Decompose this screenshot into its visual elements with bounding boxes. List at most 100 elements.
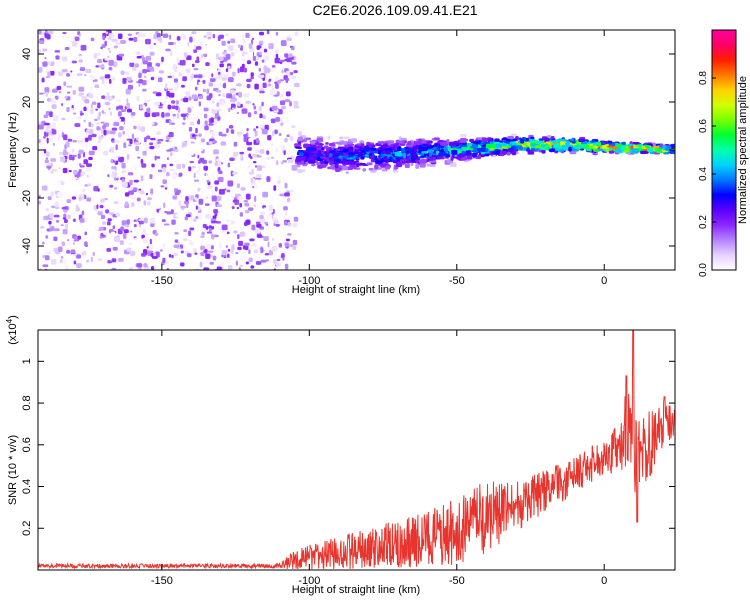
- heatmap-cell: [95, 122, 100, 125]
- heatmap-cell: [72, 241, 75, 246]
- heatmap-cell: [288, 53, 293, 58]
- heatmap-cell: [183, 238, 188, 242]
- heatmap-cell: [165, 167, 170, 173]
- heatmap-cell: [196, 56, 200, 61]
- heatmap-cell: [206, 95, 212, 101]
- heatmap-cell: [298, 131, 302, 136]
- heatmap-cell: [266, 30, 270, 35]
- heatmap-cell: [190, 141, 195, 144]
- heatmap-cell: [84, 74, 87, 77]
- heatmap-cell: [465, 150, 472, 155]
- heatmap-cell: [202, 88, 207, 93]
- heatmap-cell: [92, 79, 96, 83]
- heatmap-cell: [221, 262, 224, 267]
- heatmap-cell: [245, 101, 252, 104]
- heatmap-cell: [149, 146, 155, 150]
- heatmap-cell: [100, 214, 106, 220]
- heatmap-cell: [195, 46, 202, 50]
- heatmap-cell: [112, 139, 115, 143]
- heatmap-cell: [194, 135, 197, 140]
- heatmap-cell: [359, 140, 364, 144]
- heatmap-cell: [189, 195, 195, 201]
- heatmap-cell: [420, 158, 427, 164]
- heatmap-cell: [230, 220, 235, 225]
- heatmap-cell: [314, 142, 321, 145]
- heatmap-cell: [319, 161, 325, 165]
- heatmap-cell: [88, 150, 95, 156]
- heatmap-cell: [52, 142, 55, 146]
- heatmap-cell: [309, 154, 314, 159]
- heatmap-cell: [221, 224, 228, 231]
- heatmap-cell: [157, 169, 163, 173]
- heatmap-cell: [218, 74, 223, 80]
- heatmap-cell: [150, 138, 156, 141]
- heatmap-cell: [354, 148, 360, 153]
- heatmap-cell: [165, 48, 171, 52]
- heatmap-cell: [210, 245, 215, 250]
- heatmap-cell: [178, 72, 182, 77]
- heatmap-cell: [206, 88, 210, 95]
- heatmap-cell: [383, 156, 388, 161]
- heatmap-cell: [561, 144, 568, 149]
- heatmap-cell: [57, 71, 64, 76]
- heatmap-cell: [50, 170, 54, 174]
- heatmap-cell: [211, 100, 215, 104]
- heatmap-cell: [101, 95, 106, 99]
- heatmap-cell: [221, 93, 226, 98]
- heatmap-cell: [597, 148, 604, 152]
- heatmap-cell: [151, 127, 158, 133]
- heatmap-cell: [186, 253, 192, 258]
- heatmap-cell: [473, 141, 481, 144]
- heatmap-cell: [45, 68, 49, 73]
- heatmap-cell: [48, 251, 52, 254]
- heatmap-cell: [217, 176, 224, 182]
- heatmap-cell: [45, 235, 49, 239]
- y-tick-label: 1: [21, 358, 33, 364]
- heatmap-cell: [110, 231, 116, 238]
- heatmap-cell: [280, 122, 284, 127]
- heatmap-cell: [231, 195, 235, 198]
- heatmap-cell: [107, 218, 112, 222]
- heatmap-x-label: Height of straight line (km): [292, 284, 420, 296]
- heatmap-cell: [279, 100, 286, 106]
- heatmap-cell: [78, 163, 82, 166]
- heatmap-cell: [145, 38, 151, 45]
- heatmap-cell: [271, 85, 275, 90]
- heatmap-cell: [118, 132, 122, 138]
- heatmap-cell: [402, 154, 407, 159]
- heatmap-cell: [364, 154, 368, 157]
- heatmap-cell: [380, 144, 386, 150]
- heatmap-cell: [77, 235, 81, 240]
- heatmap-cell: [385, 150, 390, 155]
- heatmap-cell: [60, 156, 66, 162]
- heatmap-cell: [266, 214, 273, 220]
- heatmap-cell: [173, 149, 179, 152]
- heatmap-cell: [86, 197, 92, 202]
- heatmap-cell: [137, 156, 141, 159]
- heatmap-cell: [172, 195, 178, 200]
- heatmap-cell: [200, 147, 203, 152]
- heatmap-cell: [278, 243, 283, 248]
- heatmap-cell: [228, 107, 231, 113]
- heatmap-cell: [189, 242, 194, 245]
- heatmap-cell: [208, 123, 214, 126]
- heatmap-cell: [311, 163, 316, 167]
- heatmap-cell: [131, 219, 134, 222]
- heatmap-cell: [108, 95, 113, 101]
- heatmap-cell: [300, 157, 306, 161]
- heatmap-cell: [218, 131, 223, 137]
- heatmap-cell: [38, 195, 41, 198]
- heatmap-cell: [40, 225, 45, 229]
- heatmap-cell: [501, 142, 507, 147]
- heatmap-cell: [205, 172, 209, 177]
- heatmap-cell: [283, 206, 288, 211]
- heatmap-cell: [90, 86, 93, 92]
- heatmap-cell: [264, 266, 270, 270]
- heatmap-cell: [461, 150, 466, 155]
- heatmap-cell: [46, 165, 52, 169]
- heatmap-cell: [102, 164, 108, 170]
- heatmap-cell: [517, 142, 522, 147]
- heatmap-cell: [252, 55, 257, 62]
- heatmap-cell: [654, 148, 658, 151]
- heatmap-cell: [48, 220, 52, 225]
